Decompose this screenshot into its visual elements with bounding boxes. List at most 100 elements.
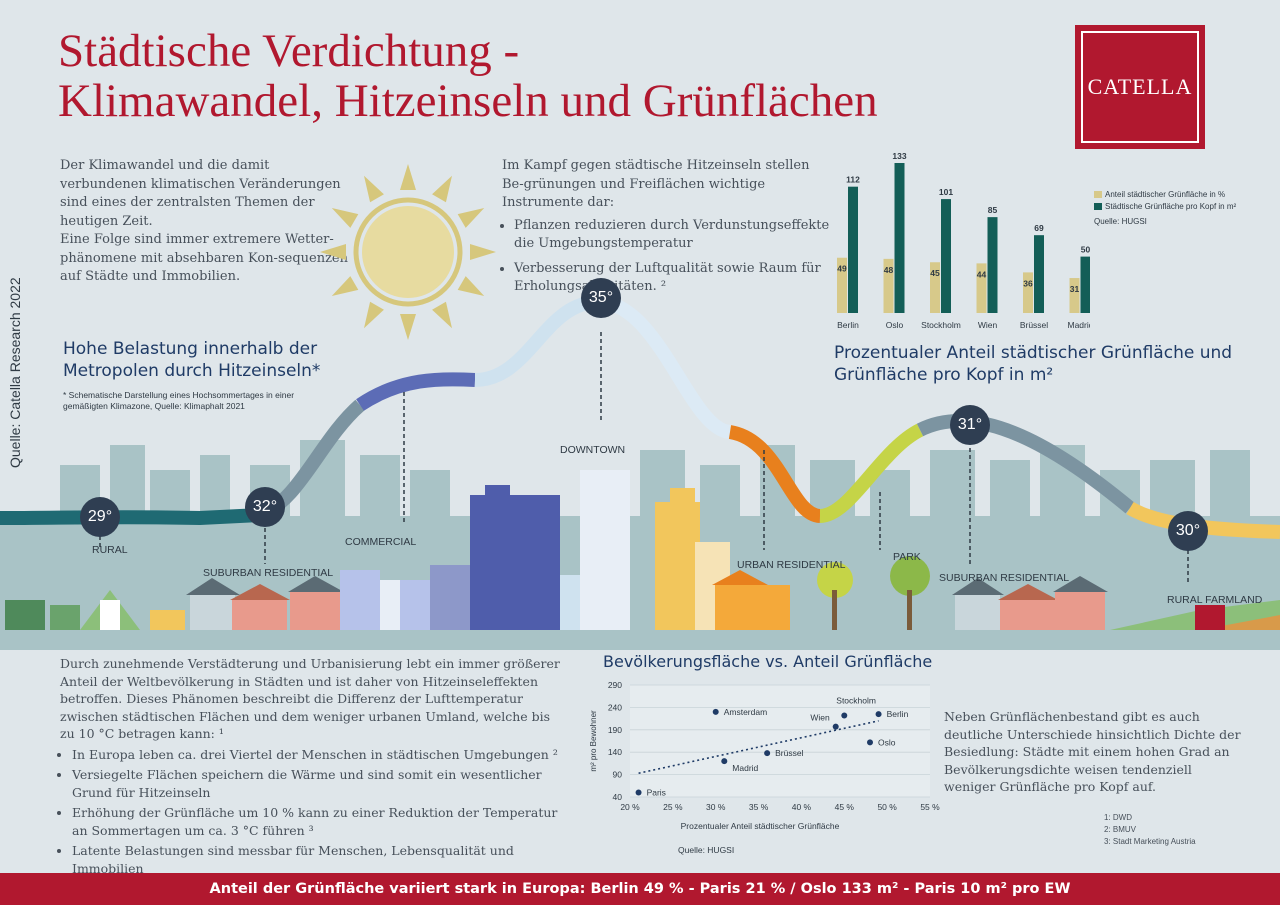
temp-suburban: 32° (245, 487, 285, 527)
legend-swatch-per-capita (1094, 203, 1102, 210)
bar-category-label: Wien (978, 320, 998, 330)
bottom-bullet-3: Erhöhung der Grünfläche um 10 % kann zu … (72, 804, 560, 839)
zone-commercial: COMMERCIAL (345, 536, 417, 548)
zone-suburban2: SUBURBAN RESIDENTIAL (939, 572, 1070, 584)
suburban-buildings (186, 576, 344, 630)
bar-value-label: 31 (1070, 284, 1080, 294)
farmland (1110, 600, 1280, 630)
bar-value-label: 69 (1034, 223, 1044, 233)
bar-madrid-per-capita (1080, 256, 1090, 313)
scatter-point-label: Wien (810, 713, 830, 723)
bar-category-label: Madrid (1068, 320, 1090, 330)
bar-value-label: 45 (930, 268, 940, 278)
bar-value-label: 85 (988, 205, 998, 215)
bar-wien-per-capita (987, 217, 998, 313)
heat-island-note: * Schematische Darstellung eines Hochsom… (63, 390, 295, 411)
footnotes: 1: DWD 2: BMUV 3: Stadt Marketing Austri… (1104, 812, 1196, 848)
footnote-1: 1: DWD (1104, 813, 1132, 822)
bar-value-label: 49 (837, 264, 847, 274)
rural-buildings (5, 590, 185, 630)
bottom-bullet-2: Versiegelte Flächen speichern die Wärme … (72, 766, 560, 801)
bar-value-label: 36 (1023, 278, 1033, 288)
scatter-y-tick: 290 (608, 680, 622, 690)
zone-park: PARK (893, 551, 921, 563)
kampf-bullet-1: Pflanzen reduzieren durch Verdunstungsef… (514, 217, 832, 254)
scatter-x-tick: 30 % (706, 802, 726, 812)
bar-category-label: Oslo (886, 320, 904, 330)
footnote-3: 3: Stadt Marketing Austria (1104, 837, 1196, 846)
bar-chart-title: Prozentualer Anteil städtischer Grünfläc… (834, 343, 1233, 385)
footnote-2: 2: BMUV (1104, 825, 1137, 834)
catella-logo: CATELLA (1075, 25, 1205, 149)
bottom-lead: Durch zunehmende Verstädterung und Urban… (60, 656, 560, 741)
bar-oslo-per-capita (894, 163, 905, 313)
heat-island-heading: Hohe Belastung innerhalb der Metropolen … (63, 339, 321, 381)
suburban2-buildings (952, 576, 1108, 630)
bar-stockholm-share (930, 262, 940, 313)
scatter-x-tick: 20 % (620, 802, 640, 812)
scatter-title: Bevölkerungsfläche vs. Anteil Grünfläche (603, 652, 933, 671)
scatter-y-tick: 90 (613, 770, 623, 780)
legend-label-share: Anteil städtischer Grünfläche in % (1105, 190, 1226, 199)
zone-rural: RURAL (92, 544, 128, 556)
scatter-point-berlin (875, 711, 882, 718)
scatter-y-tick: 240 (608, 702, 622, 712)
scatter-x-tick: 25 % (663, 802, 683, 812)
scatter-y-tick: 190 (608, 725, 622, 735)
zone-downtown: DOWNTOWN (560, 444, 626, 456)
bar-category-label: Berlin (837, 320, 859, 330)
sun-icon (320, 164, 496, 340)
density-text: Neben Grünflächenbestand gibt es auch de… (944, 709, 1241, 794)
scatter-point-label: Oslo (878, 737, 896, 747)
scatter-point-wien (832, 723, 839, 730)
bar-value-label: 101 (939, 187, 953, 197)
scatter-point-label: Paris (647, 788, 666, 798)
scatter-point-label: Amsterdam (724, 707, 767, 717)
scatter-y-tick: 140 (608, 747, 622, 757)
bar-category-label: Brüssel (1020, 320, 1048, 330)
urban-residential-buildings (655, 488, 790, 630)
temp-suburban2: 31° (950, 405, 990, 445)
scatter-x-tick: 45 % (835, 802, 855, 812)
kampf-text: Im Kampf gegen städtische Hitzeinseln st… (502, 157, 832, 303)
page-title: Städtische Verdichtung - Klimawandel, Hi… (58, 26, 878, 126)
scatter-source: Quelle: HUGSI (678, 845, 734, 855)
scatter-point-brüssel (764, 750, 771, 757)
scatter-point-label: Stockholm (836, 695, 876, 705)
intro-p1: Der Klimawandel und die damit verbundene… (60, 158, 341, 229)
scatter-point-label: Brüssel (775, 748, 803, 758)
bar-chart-legend: Anteil städtischer Grünfläche in % Städt… (1094, 189, 1236, 228)
scatter-chart: 40 90 140 190 240 290 20 % 25 % 30 % 35 % 40 % 45 %… (589, 680, 940, 855)
bar-value-label: 50 (1081, 245, 1090, 255)
title-line-1: Städtische Verdichtung - (58, 25, 520, 77)
scatter-x-label: Prozentualer Anteil städtischer Grünfläc… (681, 821, 840, 831)
scatter-point-madrid (721, 758, 728, 765)
temp-downtown: 35° (581, 278, 621, 318)
scatter-point-stockholm (841, 712, 848, 719)
bar-oslo-share (883, 258, 894, 313)
bottom-text: Durch zunehmende Verstädterung und Urban… (60, 655, 560, 880)
bar-value-label: 112 (846, 175, 860, 185)
legend-source: Quelle: HUGSI (1094, 217, 1147, 226)
bar-value-label: 48 (884, 265, 894, 275)
temp-rural: 29° (80, 497, 120, 537)
scatter-point-oslo (867, 739, 873, 746)
temp-farmland: 30° (1168, 511, 1208, 551)
scatter-point-label: Berlin (887, 709, 909, 719)
scatter-y-tick: 40 (613, 792, 623, 802)
legend-swatch-share (1094, 191, 1102, 198)
kampf-lead: Im Kampf gegen städtische Hitzeinseln st… (502, 158, 810, 210)
legend-item-share: Anteil städtischer Grünfläche in % (1094, 189, 1236, 201)
legend-item-per-capita: Städtische Grünfläche pro Kopf in m² (1094, 201, 1236, 213)
bar-stockholm-per-capita (941, 199, 951, 313)
bar-brüssel-per-capita (1034, 235, 1044, 313)
city-illustration (0, 294, 1280, 650)
zone-suburban: SUBURBAN RESIDENTIAL (203, 567, 334, 579)
bottom-bullet-1: In Europa leben ca. drei Viertel der Men… (72, 746, 560, 764)
scatter-trendline (638, 720, 879, 775)
bar-value-label: 133 (892, 151, 906, 161)
kampf-bullet-2: Verbesserung der Luftqualität sowie Raum… (514, 260, 832, 297)
logo-text: CATELLA (1081, 31, 1199, 143)
bar-berlin-share (837, 257, 847, 313)
zone-urban: URBAN RESIDENTIAL (737, 559, 846, 571)
